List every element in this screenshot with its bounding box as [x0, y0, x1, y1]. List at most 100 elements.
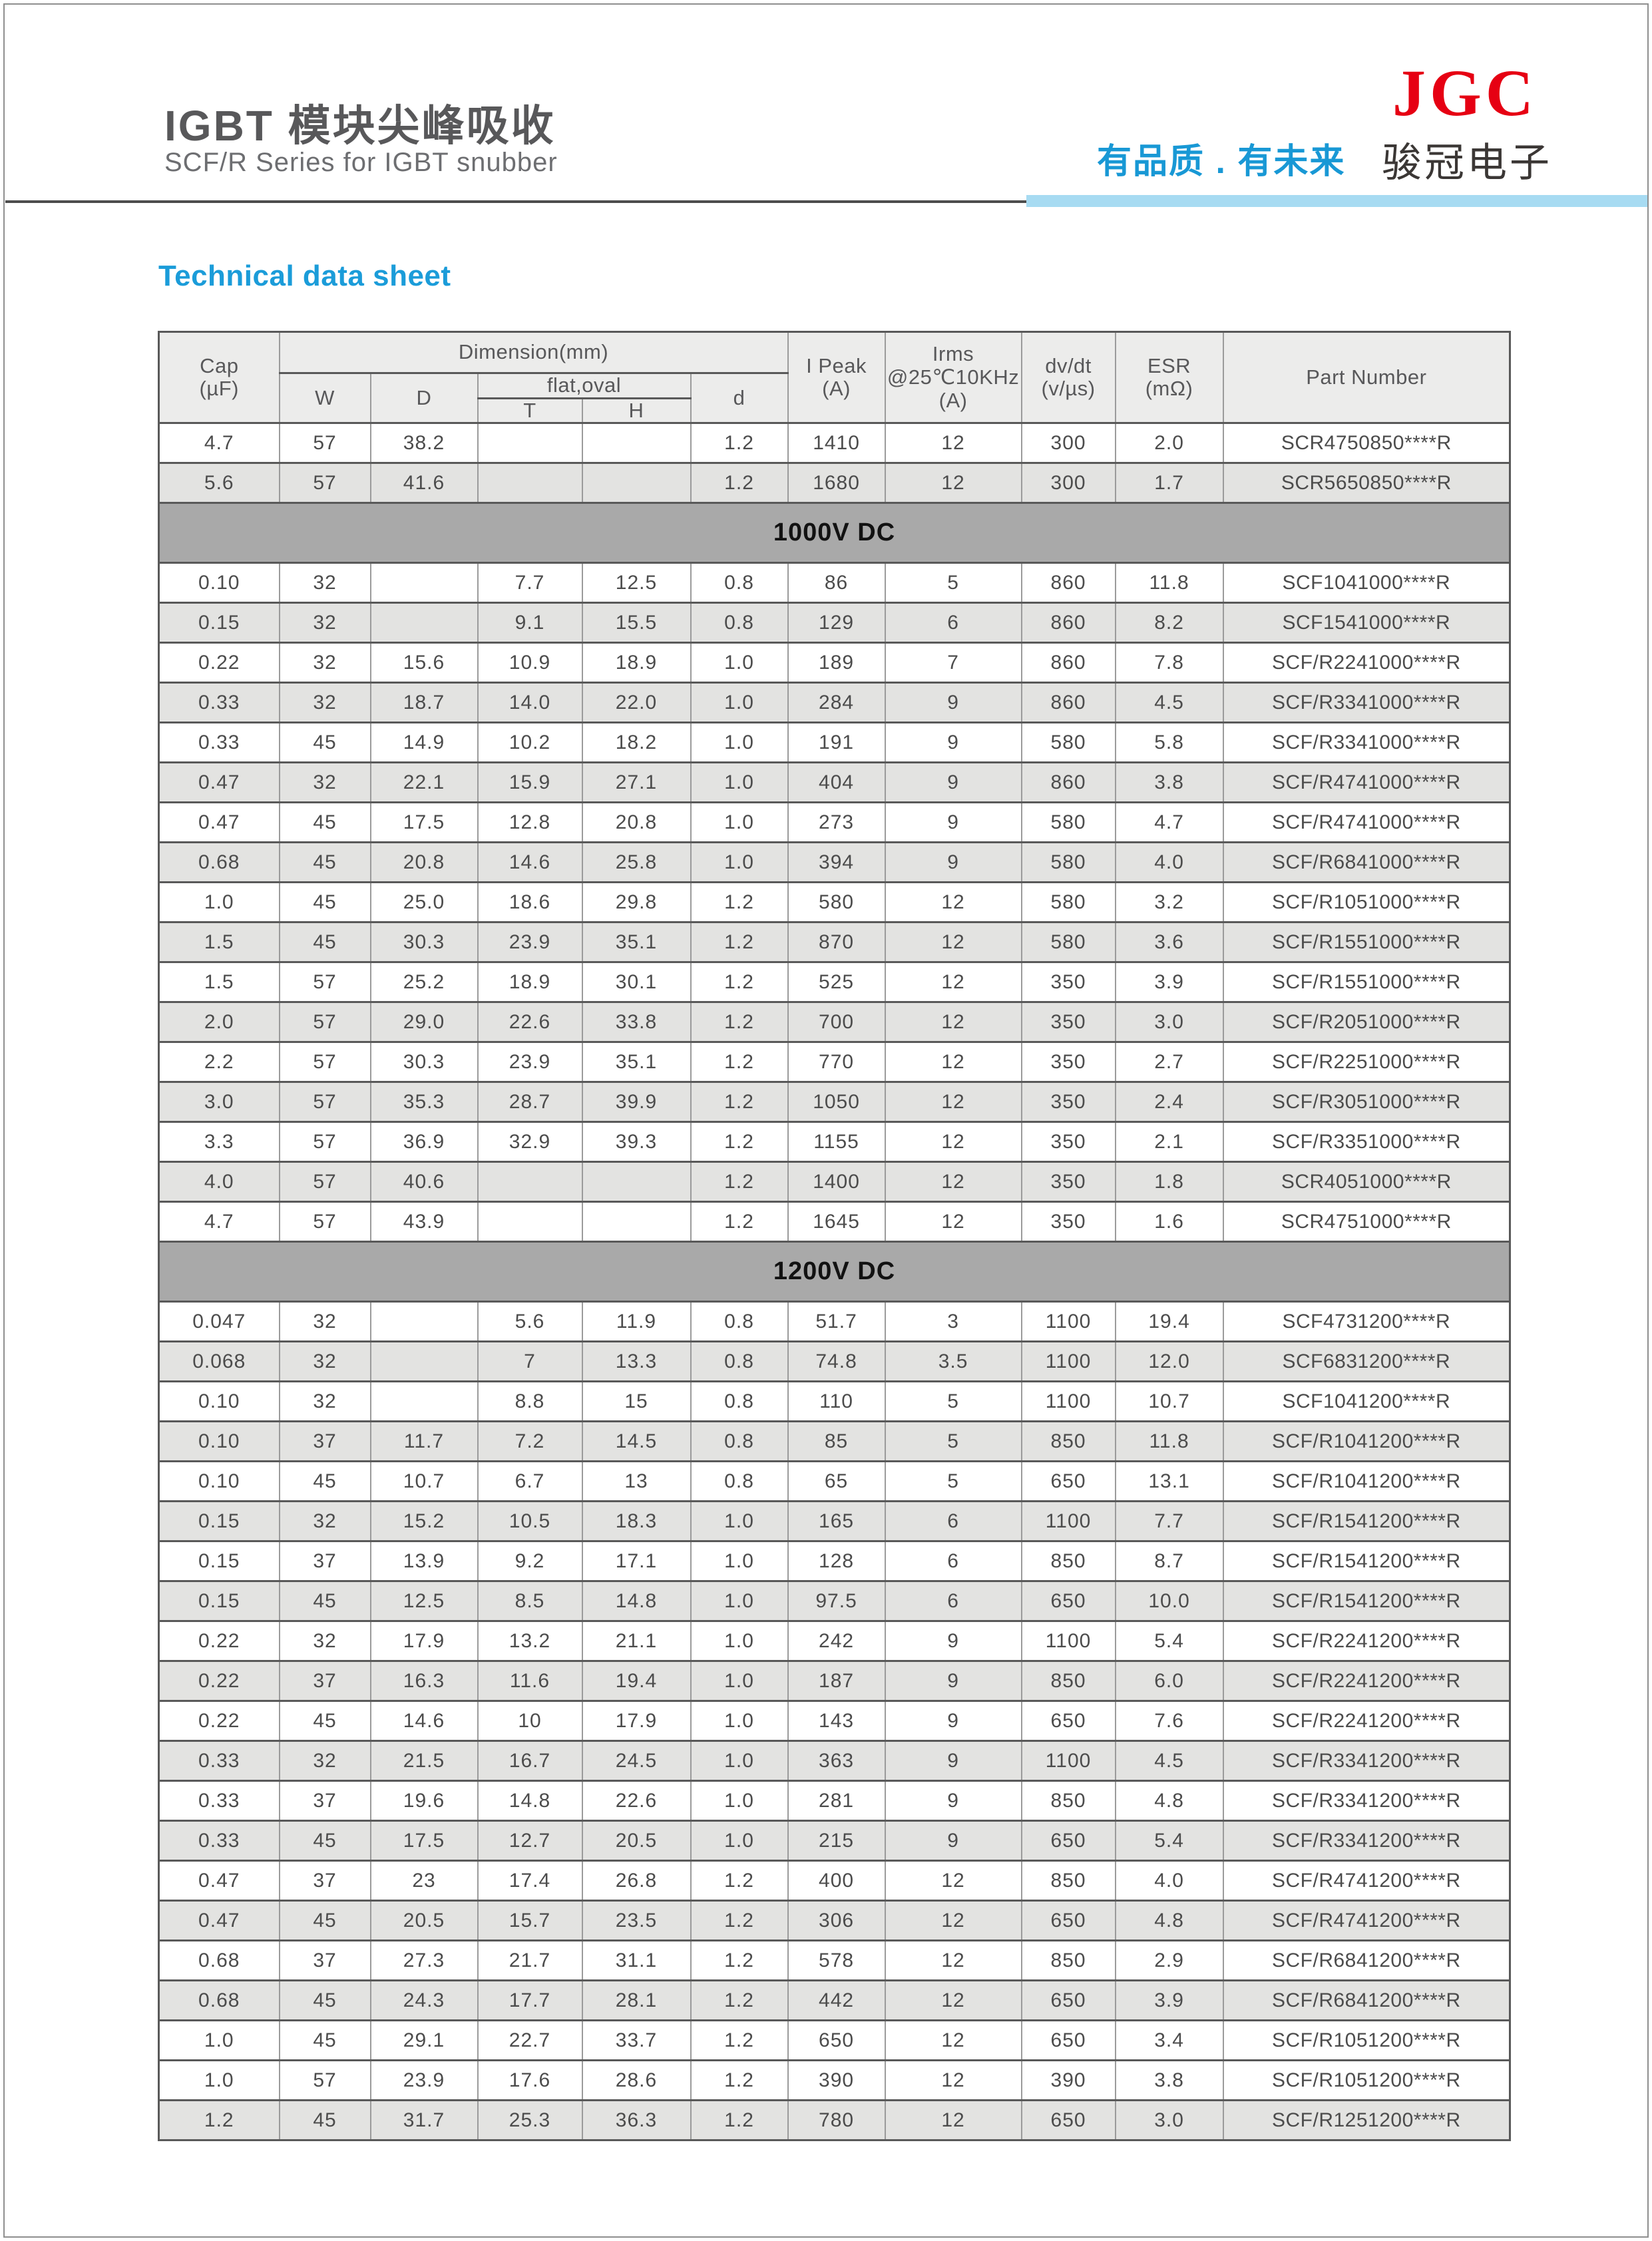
cell-d — [369, 562, 479, 604]
table-row: 1.0 45 25.0 18.6 29.8 1.2 580 12 580 3.2 SCF/R1051… — [158, 881, 1511, 924]
cell-irms: 9 — [884, 721, 1022, 764]
cell-w: 45 — [278, 881, 371, 924]
cell-esr: 8.2 — [1114, 602, 1224, 644]
table-row: 0.33 45 14.9 10.2 18.2 1.0 191 9 580 5.8 SCF/R3341… — [158, 721, 1511, 764]
cell-cap: 3.0 — [158, 1081, 280, 1123]
cell-w: 45 — [278, 921, 371, 964]
page-title-cn: IGBT 模块尖峰吸收 — [164, 102, 556, 150]
cell-irms: 7 — [884, 642, 1022, 684]
cell-part: SCF/R2251000****R — [1222, 1041, 1511, 1084]
cell-h: 28.6 — [581, 2059, 692, 2102]
cell-dvdt: 650 — [1020, 1900, 1116, 1942]
cell-t: 8.5 — [477, 1580, 583, 1623]
table-row: 1.5 45 30.3 23.9 35.1 1.2 870 12 580 3.6 SCF/R1551… — [158, 921, 1511, 964]
table-row: 3.3 57 36.9 32.9 39.3 1.2 1155 12 350 2.1 SCF/R335… — [158, 1121, 1511, 1163]
cell-part: SCF/R2241000****R — [1222, 642, 1511, 684]
cell-i_peak: 870 — [787, 921, 886, 964]
cell-i_peak: 97.5 — [787, 1580, 886, 1623]
cell-i_peak: 1400 — [787, 1161, 886, 1203]
cell-dia: 0.8 — [690, 1301, 789, 1343]
table-row: 0.47 37 23 17.4 26.8 1.2 400 12 850 4.0 SCF/R47412… — [158, 1860, 1511, 1902]
cell-cap: 1.0 — [158, 2059, 280, 2102]
cell-h: 18.2 — [581, 721, 692, 764]
cell-dvdt: 1100 — [1020, 1740, 1116, 1782]
cell-irms: 9 — [884, 1700, 1022, 1742]
cell-h: 26.8 — [581, 1860, 692, 1902]
cell-cap: 4.7 — [158, 1201, 280, 1243]
cell-dia: 1.0 — [690, 761, 789, 804]
cell-i_peak: 1155 — [787, 1121, 886, 1163]
cell-irms: 3.5 — [884, 1340, 1022, 1383]
cell-dia: 1.0 — [690, 1780, 789, 1822]
cell-i_peak: 85 — [787, 1420, 886, 1463]
cell-d: 30.3 — [369, 1041, 479, 1084]
cell-esr: 19.4 — [1114, 1301, 1224, 1343]
cell-t: 14.8 — [477, 1780, 583, 1822]
cell-t: 22.7 — [477, 2019, 583, 2062]
cell-part: SCF/R4741000****R — [1222, 761, 1511, 804]
cell-cap: 0.33 — [158, 721, 280, 764]
cell-d: 30.3 — [369, 921, 479, 964]
cell-irms: 12 — [884, 881, 1022, 924]
cell-irms: 12 — [884, 2099, 1022, 2142]
cell-cap: 0.47 — [158, 1860, 280, 1902]
cell-dvdt: 650 — [1020, 1580, 1116, 1623]
cell-esr: 11.8 — [1114, 1420, 1224, 1463]
cell-esr: 3.4 — [1114, 2019, 1224, 2062]
cell-h: 19.4 — [581, 1660, 692, 1703]
cell-w: 37 — [278, 1780, 371, 1822]
cell-esr: 5.8 — [1114, 721, 1224, 764]
header-blue-band — [1026, 195, 1647, 207]
cell-part: SCF/R4741200****R — [1222, 1860, 1511, 1902]
cell-irms: 9 — [884, 801, 1022, 844]
cell-dvdt: 1100 — [1020, 1500, 1116, 1543]
cell-t: 17.4 — [477, 1860, 583, 1902]
cell-d: 38.2 — [369, 422, 479, 465]
cell-part: SCF/R3341000****R — [1222, 721, 1511, 764]
cell-irms: 5 — [884, 1420, 1022, 1463]
cell-esr: 3.8 — [1114, 761, 1224, 804]
cell-t: 10.9 — [477, 642, 583, 684]
table-row: 0.33 45 17.5 12.7 20.5 1.0 215 9 650 5.4 SCF/R3341… — [158, 1820, 1511, 1862]
cell-esr: 10.0 — [1114, 1580, 1224, 1623]
cell-dvdt: 650 — [1020, 1460, 1116, 1503]
cell-h: 33.7 — [581, 2019, 692, 2062]
cell-h: 15.5 — [581, 602, 692, 644]
cell-d: 21.5 — [369, 1740, 479, 1782]
cell-h: 24.5 — [581, 1740, 692, 1782]
cell-esr: 4.0 — [1114, 1860, 1224, 1902]
cell-w: 37 — [278, 1660, 371, 1703]
cell-dvdt: 580 — [1020, 921, 1116, 964]
cell-w: 32 — [278, 1620, 371, 1663]
cell-dia: 1.2 — [690, 921, 789, 964]
cell-irms: 12 — [884, 1121, 1022, 1163]
cell-w: 32 — [278, 1500, 371, 1543]
cell-irms: 5 — [884, 1380, 1022, 1423]
col-header-irms: Irms @25℃10KHz (A) — [884, 330, 1022, 425]
cell-cap: 0.10 — [158, 562, 280, 604]
cell-dvdt: 850 — [1020, 1939, 1116, 1982]
cell-d: 16.3 — [369, 1660, 479, 1703]
cell-h — [581, 1161, 692, 1203]
cell-h: 15 — [581, 1380, 692, 1423]
cell-d: 10.7 — [369, 1460, 479, 1503]
cell-dvdt: 650 — [1020, 1979, 1116, 2022]
cell-t: 15.9 — [477, 761, 583, 804]
col-header-dvdt: dv/dt (v/µs) — [1020, 330, 1116, 425]
cell-esr: 1.7 — [1114, 462, 1224, 505]
cell-irms: 12 — [884, 2019, 1022, 2062]
cell-h: 39.9 — [581, 1081, 692, 1123]
cell-t: 18.6 — [477, 881, 583, 924]
cell-w: 37 — [278, 1420, 371, 1463]
cell-i_peak: 165 — [787, 1500, 886, 1543]
cell-d: 43.9 — [369, 1201, 479, 1243]
cell-irms: 12 — [884, 1081, 1022, 1123]
cell-irms: 12 — [884, 1001, 1022, 1044]
table-row: 2.2 57 30.3 23.9 35.1 1.2 770 12 350 2.7 SCF/R2251… — [158, 1041, 1511, 1084]
cell-dia: 1.2 — [690, 1979, 789, 2022]
cell-h: 12.5 — [581, 562, 692, 604]
cell-d: 14.6 — [369, 1700, 479, 1742]
table-header: Cap (µF) Dimension(mm) I Peak (A) Irms @… — [158, 330, 1511, 425]
cell-cap: 1.5 — [158, 921, 280, 964]
cell-h: 18.9 — [581, 642, 692, 684]
